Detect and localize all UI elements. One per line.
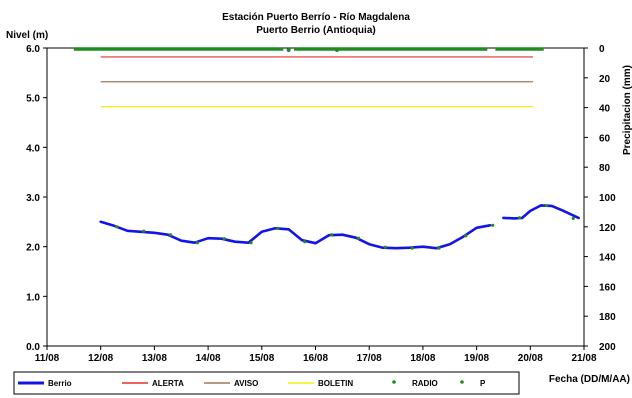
radio-point xyxy=(115,225,119,229)
y2-tick-label: 120 xyxy=(599,223,616,234)
legend-label-radio: RADIO xyxy=(412,379,438,388)
radio-point xyxy=(142,229,146,233)
radio-point xyxy=(249,241,253,245)
chart-title: Estación Puerto Berrío - Río Magdalena xyxy=(222,12,410,23)
y-tick-label: 2.0 xyxy=(26,243,40,254)
y2-tick-label: 60 xyxy=(599,133,611,144)
radio-point xyxy=(383,245,387,249)
legend-label-boletin: BOLETIN xyxy=(318,379,353,388)
x-tick-label: 12/08 xyxy=(88,353,113,364)
x-tick-label: 16/08 xyxy=(303,353,328,364)
plot-area xyxy=(46,47,585,347)
legend-label-aviso: AVISO xyxy=(234,379,258,388)
legend-label-berrio: Berrio xyxy=(48,379,72,388)
radio-point xyxy=(222,237,226,241)
y-tick-label: 4.0 xyxy=(26,143,40,154)
x-tick-label: 13/08 xyxy=(142,353,167,364)
radio-point xyxy=(410,246,414,250)
x-axis-label: Fecha (DD/M/AA) xyxy=(549,374,630,385)
radio-point xyxy=(195,241,199,245)
level-line-berrio xyxy=(99,220,492,250)
y-tick-label: 5.0 xyxy=(26,94,40,105)
x-tick-label: 15/08 xyxy=(249,353,274,364)
y2-tick-label: 140 xyxy=(599,253,616,264)
series-layer xyxy=(73,47,580,250)
legend-box xyxy=(13,371,520,395)
chart-subtitle: Puerto Berrio (Antioquia) xyxy=(256,25,375,36)
y2-tick-label: 20 xyxy=(599,74,611,85)
radio-point xyxy=(330,233,334,237)
level-line-berrio xyxy=(502,204,580,220)
legend: Berrio ALERTA AVISO BOLETIN RADIO P xyxy=(13,371,520,395)
y2-tick-label: 100 xyxy=(599,193,616,204)
y-axis-label: Nivel (m) xyxy=(6,30,48,41)
y2-tick-label: 200 xyxy=(599,342,616,353)
legend-label-alerta: ALERTA xyxy=(152,379,184,388)
y-tick-label: 1.0 xyxy=(26,292,40,303)
radio-point xyxy=(276,226,280,230)
x-tick-label: 21/08 xyxy=(571,353,596,364)
x-tick-label: 20/08 xyxy=(518,353,543,364)
radio-point xyxy=(571,216,575,220)
x-tick-label: 18/08 xyxy=(410,353,435,364)
y2-tick-label: 160 xyxy=(599,282,616,293)
x-tick-label: 19/08 xyxy=(464,353,489,364)
y2-axis-label: Precipitacion (mm) xyxy=(622,65,632,155)
y-tick-label: 6.0 xyxy=(26,44,40,55)
axes: 11/08 12/08 13/08 14/08 15/08 16/08 17/08 18/08… xyxy=(26,44,616,364)
radio-point xyxy=(544,203,549,208)
threshold-lines xyxy=(100,56,533,108)
y-tick-label: 3.0 xyxy=(26,193,40,204)
radio-point xyxy=(437,246,441,250)
y2-tick-label: 0 xyxy=(599,44,605,55)
x-tick-label: 17/08 xyxy=(357,353,382,364)
legend-label-p: P xyxy=(480,379,486,388)
precipitation-point xyxy=(286,48,291,52)
y2-tick-label: 180 xyxy=(599,312,616,323)
radio-point xyxy=(517,216,522,220)
radio-point xyxy=(168,233,173,237)
radio-point xyxy=(464,234,468,238)
y2-tick-label: 40 xyxy=(599,104,611,115)
x-tick-label: 14/08 xyxy=(196,353,221,364)
precipitation-point xyxy=(334,48,339,52)
legend-swatch-p xyxy=(460,380,464,384)
radio-point xyxy=(303,240,307,244)
x-tick-label: 11/08 xyxy=(35,353,60,364)
y-tick-label: 0.0 xyxy=(26,342,40,353)
radio-point xyxy=(356,236,361,240)
y2-tick-label: 80 xyxy=(599,163,611,174)
radio-point xyxy=(491,223,495,227)
legend-swatch-radio xyxy=(392,380,396,384)
